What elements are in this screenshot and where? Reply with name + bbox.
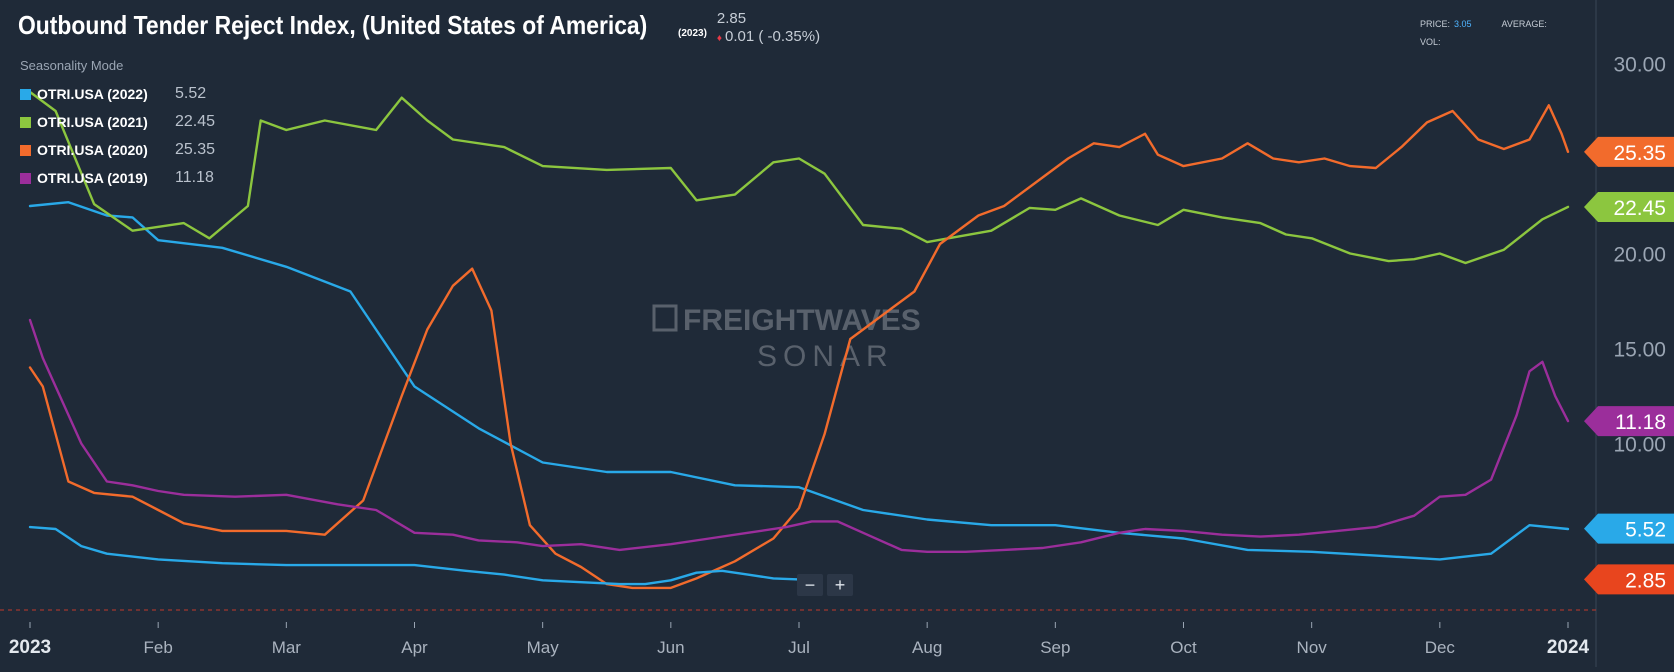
x-tick-label: Nov (1297, 638, 1328, 657)
zoom-in-button[interactable]: + (827, 574, 853, 596)
series-line-0 (28, 201, 1570, 561)
series-line-1 (28, 90, 1570, 265)
price-marker (1584, 191, 1674, 222)
legend-name: OTRI.USA (2022) (37, 86, 148, 102)
legend-name: OTRI.USA (2019) (37, 170, 148, 186)
legend-swatch (20, 88, 31, 100)
x-tick-label: Dec (1425, 638, 1456, 657)
x-tick-label: Apr (401, 638, 428, 657)
legend-value: 22.45 (175, 113, 216, 130)
legend-swatch (20, 172, 31, 184)
price-label: PRICE: (1420, 19, 1451, 29)
price-markers: 25.35 22.45 11.18 5.52 2.85 (1584, 136, 1674, 595)
zoom-out-button[interactable]: − (797, 574, 823, 596)
legend-name: OTRI.USA (2020) (37, 142, 148, 158)
down-arrow-icon: ♦ (716, 33, 723, 44)
x-tick-label: May (527, 638, 560, 657)
x-tick-label: Jul (788, 638, 810, 657)
legend-swatch (20, 144, 31, 156)
watermark-logo-icon (652, 304, 678, 332)
legend-swatch (20, 116, 31, 128)
legend-item[interactable]: OTRI.USA (2022) 5.52 (20, 80, 215, 108)
title-row: Outbound Tender Reject Index, (United St… (18, 10, 820, 48)
x-tick-label: Feb (144, 638, 173, 657)
series-line-4 (28, 525, 801, 586)
series-line-3 (28, 318, 1570, 553)
legend-item[interactable]: OTRI.USA (2019) 11.18 (20, 164, 215, 192)
price-marker-label: 11.18 (1615, 411, 1666, 434)
last-value: 2.85 (716, 10, 747, 27)
x-tick-label: Jun (657, 638, 684, 657)
zoom-controls: − + (797, 574, 853, 596)
price-info: PRICE: 3.05 AVERAGE: VOL: (1420, 15, 1547, 51)
legend: OTRI.USA (2022) 5.52 OTRI.USA (2021) 22.… (20, 80, 215, 192)
quote-block: 2.85 ♦ 0.01 ( -0.35%) (717, 10, 820, 48)
price-marker-label: 5.52 (1625, 519, 1666, 542)
legend-value: 25.35 (175, 141, 216, 158)
y-tick-label: 10.00 (1613, 434, 1666, 457)
mode-label: Seasonality Mode (20, 58, 124, 73)
vol-label: VOL: (1420, 37, 1441, 47)
price-marker-label: 22.45 (1613, 197, 1666, 220)
price-marker-label: 25.35 (1613, 142, 1666, 165)
legend-item[interactable]: OTRI.USA (2021) 22.45 (20, 108, 215, 136)
watermark-line1: FREIGHTWAVES (683, 304, 921, 337)
y-tick-label: 15.00 (1613, 339, 1666, 362)
change-row: ♦ 0.01 ( -0.35%) (717, 28, 820, 48)
x-tick-label: Aug (912, 638, 942, 657)
y-tick-label: 20.00 (1613, 244, 1666, 267)
price-marker (1584, 136, 1674, 167)
x-axis: 2023 Feb Mar Apr May Jun Jul Aug Sep Oct Nov Dec 202… (9, 622, 1590, 658)
legend-value: 11.18 (175, 169, 214, 186)
x-tick-label: 2023 (9, 637, 51, 658)
y-tick-label: 30.00 (1613, 54, 1666, 77)
series-layer (28, 90, 1570, 590)
legend-name: OTRI.USA (2021) (37, 114, 148, 130)
x-tick-label: Mar (272, 638, 302, 657)
average-label: AVERAGE: (1501, 19, 1547, 29)
watermark-line2: SONAR (757, 340, 894, 373)
legend-value: 5.52 (175, 85, 207, 102)
price-value: 3.05 (1454, 19, 1472, 29)
price-marker (1584, 564, 1674, 595)
x-tick-label: Oct (1170, 638, 1197, 657)
price-row: PRICE: 3.05 AVERAGE: (1420, 15, 1547, 33)
price-marker (1584, 513, 1674, 544)
legend-item[interactable]: OTRI.USA (2020) 25.35 (20, 136, 215, 164)
price-marker (1584, 406, 1674, 437)
chart-title: Outbound Tender Reject Index, (United St… (18, 10, 648, 40)
watermark: FREIGHTWAVES SONAR (652, 304, 921, 373)
price-marker-label: 2.85 (1625, 569, 1666, 592)
series-line-2 (28, 104, 1570, 590)
x-tick-label: Sep (1040, 638, 1070, 657)
change-value: 0.01 ( -0.35%) (725, 28, 821, 45)
title-year: (2023) (678, 28, 707, 39)
x-tick-label: 2024 (1547, 637, 1590, 658)
